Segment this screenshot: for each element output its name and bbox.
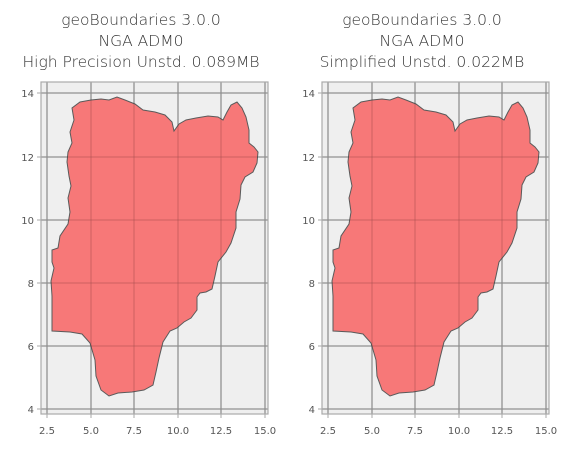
y-tick-label: 6 — [28, 342, 34, 353]
x-tick-label: 2.5 — [320, 426, 336, 437]
x-tick-label: 12.5 — [491, 426, 513, 437]
x-tick-label: 15.0 — [254, 426, 276, 437]
plot-frame — [321, 81, 550, 415]
y-tick-label: 8 — [309, 279, 315, 290]
y-tick-label: 4 — [309, 405, 315, 416]
x-tick-label: 10.0 — [448, 426, 470, 437]
panel-title-line-1: geoBoundaries 3.0.0 — [61, 11, 221, 29]
y-tick-label: 4 — [28, 405, 34, 416]
x-tick-label: 5.0 — [364, 426, 380, 437]
x-tick-label: 15.0 — [535, 426, 557, 437]
y-tick-label: 14 — [21, 89, 34, 100]
map-plot-simplified: 2.5 5.0 7.5 10.0 12.5 15.0 4 6 8 10 12 14 — [302, 81, 557, 437]
x-tick-label: 12.5 — [210, 426, 232, 437]
panel-title-line-2: NGA ADM0 — [379, 32, 465, 50]
x-tick-label: 5.0 — [83, 426, 99, 437]
panel-title-line-1: geoBoundaries 3.0.0 — [342, 11, 502, 29]
map-plot-high-precision: 2.5 5.0 7.5 10.0 12.5 15.0 4 6 8 10 12 14 — [21, 81, 276, 437]
plot-frame — [40, 81, 269, 415]
y-tick-label: 12 — [302, 153, 315, 164]
y-tick-label: 10 — [21, 216, 34, 227]
x-tick-label: 7.5 — [126, 426, 142, 437]
panel-title-line-3: High Precision Unstd. 0.089MB — [22, 53, 260, 71]
x-tick-label: 7.5 — [407, 426, 423, 437]
y-tick-label: 8 — [28, 279, 34, 290]
country-boundary-polygon — [331, 96, 540, 397]
x-tick-label: 10.0 — [167, 426, 189, 437]
country-boundary-polygon — [50, 96, 259, 397]
x-tick-label: 2.5 — [39, 426, 55, 437]
map-panel-high-precision: 2.5 5.0 7.5 10.0 12.5 15.0 4 6 8 10 12 14 geoBounda… — [21, 11, 276, 437]
y-tick-label: 6 — [309, 342, 315, 353]
map-panel-simplified: 2.5 5.0 7.5 10.0 12.5 15.0 4 6 8 10 12 14 geoBounda… — [281, 0, 563, 454]
y-tick-label: 10 — [302, 216, 315, 227]
y-tick-label: 14 — [302, 89, 315, 100]
y-tick-label: 12 — [21, 153, 34, 164]
panel-title-line-3: Simplified Unstd. 0.022MB — [319, 53, 525, 71]
panel-title-line-2: NGA ADM0 — [98, 32, 184, 50]
